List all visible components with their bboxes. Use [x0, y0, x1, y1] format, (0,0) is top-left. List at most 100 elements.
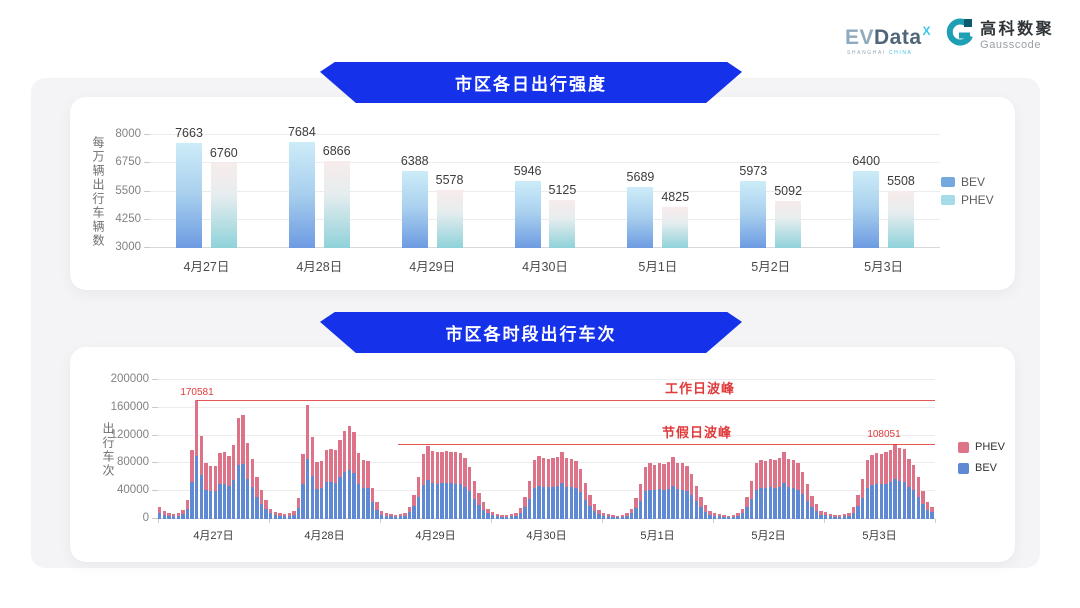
phev-segment — [842, 514, 846, 517]
phev-segment — [398, 514, 402, 517]
legend-item-bev[interactable]: BEV — [941, 175, 994, 189]
phev-segment — [740, 508, 745, 514]
bev-segment — [380, 514, 384, 519]
phev-segment — [606, 514, 611, 517]
bev-segment — [537, 485, 541, 519]
stacked-bar — [241, 414, 245, 519]
bev-segment — [199, 475, 204, 519]
stacked-bar — [310, 437, 315, 519]
bev-segment — [232, 479, 236, 519]
bev-segment — [430, 482, 435, 519]
bev-segment — [393, 516, 398, 519]
stacked-bar — [301, 453, 305, 519]
stacked-bar — [902, 448, 907, 519]
phev-segment — [467, 466, 472, 492]
legend-item-bev[interactable]: BEV — [958, 462, 1005, 474]
phev-segment — [282, 514, 287, 517]
stacked-bar — [259, 489, 264, 519]
bev-segment — [911, 490, 916, 519]
stacked-bar — [634, 498, 638, 519]
bev-segment — [588, 506, 592, 519]
phev-segment — [380, 510, 384, 515]
bev-segment — [796, 489, 800, 519]
bev-segment — [782, 483, 786, 519]
bev-bar-column: 7663 — [175, 126, 203, 248]
phev-segment — [856, 494, 860, 507]
bev-segment — [750, 498, 754, 519]
gausscode-text: 高科数聚 Gausscode — [980, 21, 1054, 51]
stacked-bar — [343, 430, 347, 519]
phev-segment — [310, 437, 315, 476]
stacked-bar — [171, 514, 176, 519]
bev-segment — [509, 516, 513, 519]
bev-segment — [467, 491, 472, 519]
phev-bar-column: 5125 — [549, 183, 576, 248]
axis-tick — [269, 519, 270, 523]
phev-segment — [504, 514, 509, 517]
y-tick-label: 5500 — [115, 184, 141, 197]
bev-segment — [615, 517, 620, 519]
x-tick-label: 5月2日 — [751, 260, 791, 274]
x-tick-label: 4月30日 — [522, 260, 568, 274]
phev-segment — [301, 453, 305, 485]
phev-segment — [837, 514, 842, 517]
stacked-bar — [754, 463, 759, 519]
stacked-bar — [833, 514, 837, 519]
phev-segment — [870, 455, 874, 486]
header-logos: EVDataX SHANGHAI CHINA 高科数聚 Gausscode — [845, 18, 1054, 56]
stacked-bar — [629, 508, 634, 519]
stacked-bar — [615, 515, 620, 519]
bev-segment — [907, 487, 911, 519]
legend-item-phev[interactable]: PHEV — [958, 441, 1005, 453]
bar-value-label: 4825 — [661, 189, 690, 204]
stacked-bar — [232, 444, 236, 519]
stacked-bar — [491, 512, 495, 519]
stacked-bar — [361, 459, 365, 519]
phev-segment — [639, 484, 643, 501]
stacked-bar — [620, 514, 624, 519]
chart2-x-axis: 4月27日 4月28日 4月29日 4月30日 5月1日 5月2日 5月3日 — [158, 527, 935, 543]
legend-item-phev[interactable]: PHEV — [941, 193, 994, 207]
stacked-bar — [486, 508, 490, 519]
stacked-bar — [680, 463, 685, 519]
stacked-bar — [477, 492, 481, 519]
stacked-bar — [329, 448, 333, 519]
phev-segment — [902, 448, 907, 482]
gridline — [158, 434, 935, 436]
phev-segment — [713, 512, 717, 516]
bar-group: 5973 5092 — [714, 115, 827, 248]
stacked-bar — [925, 501, 930, 519]
axis-tick — [713, 519, 714, 523]
bev-segment — [375, 509, 379, 519]
stacked-bar — [759, 459, 763, 519]
bev-segment — [629, 513, 634, 519]
phev-segment — [412, 494, 416, 507]
phev-segment — [578, 468, 583, 493]
stacked-bar — [898, 448, 902, 519]
bev-segment — [486, 513, 490, 519]
stacked-bar — [273, 512, 278, 519]
stacked-bar — [384, 513, 389, 519]
y-tick-label: 120000 — [110, 428, 149, 441]
stacked-bar — [560, 451, 564, 519]
phev-segment — [537, 455, 541, 486]
phev-segment — [773, 459, 777, 488]
bev-segment — [574, 488, 578, 519]
phev-segment — [185, 500, 190, 510]
stacked-bar — [227, 456, 231, 519]
bev-segment — [361, 487, 365, 519]
stacked-bar — [208, 466, 213, 519]
stacked-bar — [282, 514, 287, 519]
stacked-bar — [417, 477, 421, 519]
phev-segment — [916, 477, 920, 497]
stacked-bar — [874, 453, 879, 519]
phev-segment — [615, 515, 620, 518]
bev-segment — [255, 496, 259, 519]
bev-segment — [560, 483, 564, 519]
phev-segment — [356, 453, 361, 484]
phev-segment — [703, 505, 708, 512]
stacked-bar — [347, 425, 352, 519]
phev-segment — [629, 508, 634, 514]
bev-segment — [625, 516, 629, 519]
legend-label: PHEV — [975, 441, 1005, 453]
